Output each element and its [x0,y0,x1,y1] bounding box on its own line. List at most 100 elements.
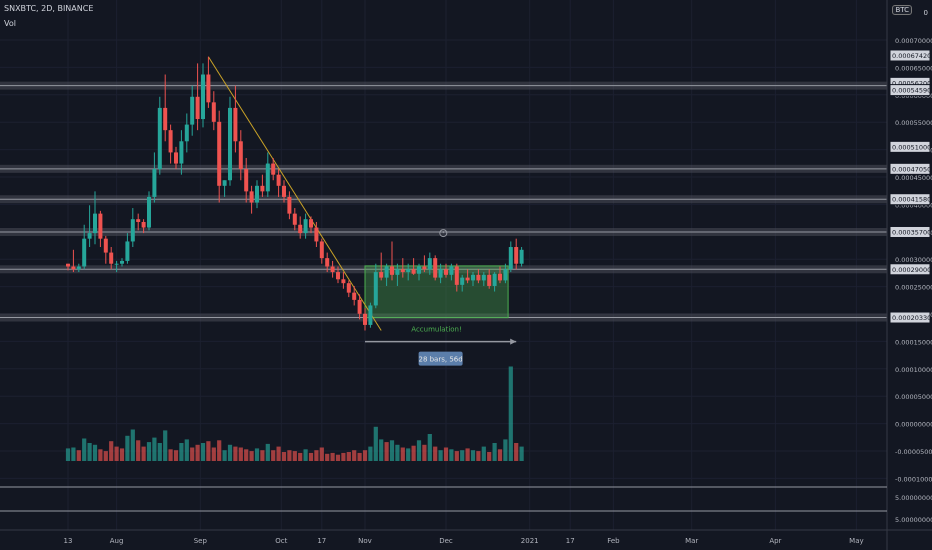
volume-bar [346,452,351,461]
candle-body [449,266,454,275]
currency-suffix: 0 [923,9,928,17]
volume-bar [217,440,222,461]
candle-body [503,269,508,281]
candle-body [103,238,108,253]
candle-body [179,141,184,164]
candles [66,56,524,331]
time-tick-label: Oct [275,537,287,545]
volume-bar [470,450,476,461]
candle-body [314,227,319,242]
range-arrow: 28 bars, 56d [365,338,517,366]
price-badge-label: 0.00047050 [892,165,931,173]
volume-bar [200,443,206,461]
price-badge [889,162,931,175]
candle-body [508,247,513,270]
volume-bar [406,448,411,461]
volume-bar [341,452,346,461]
volume-bar [238,447,243,461]
volume-bar [508,366,513,461]
volume-bar [373,426,378,461]
price-tick-label: 0.00055000 [895,119,932,127]
volume-bar [119,448,125,461]
volume-bar [76,450,81,461]
candle-body [406,269,411,273]
volume-bar [325,453,330,461]
currency-button[interactable]: BTC [892,5,912,15]
candle-body [336,272,340,280]
candle-body [460,277,465,285]
chart-title: SNXBTC, 2D, BINANCE [4,4,94,13]
candle-body [228,107,232,181]
volume-bar [146,442,152,461]
candle-body [93,213,97,234]
candle-body [120,260,124,264]
alarm-circle [439,229,448,238]
candle-body [422,266,427,270]
candle-body [87,233,92,239]
candle-body [481,274,486,281]
candle-body [201,74,205,120]
candle-body [519,249,524,264]
volume-bar [244,449,249,461]
volume-bar [384,442,389,461]
alarm-icon [439,229,448,238]
volume-bar [319,447,324,461]
volume-bar [314,450,319,461]
volume-bar [368,446,373,461]
volume-bar [222,450,227,461]
time-tick-label: Apr [769,537,781,545]
time-tick-label: Mar [685,537,698,545]
volume-bar [227,444,233,461]
candle-body [341,279,346,284]
price-badge [889,84,931,97]
accumulation-label: Accumulation! [411,326,462,334]
price-badge-label: 0.00067420 [892,52,931,60]
volume-bar [87,443,92,461]
candle-body [265,163,270,192]
volume-bar [497,449,503,461]
arrow-label: 28 bars, 56d [418,356,462,364]
volume-bar [422,444,427,461]
price-tick-label: 0.00045000 [895,174,932,182]
candle-body [498,273,502,281]
volume-bar [195,444,200,461]
volume-bar [82,438,87,461]
volume-bar [152,437,157,461]
price-tick-label: 0.00070000 [895,37,932,45]
price-badge-label: 0.00020330 [892,314,931,322]
volume-bar [125,435,130,461]
volume-bar [389,440,395,461]
price-badge [889,193,931,206]
volume-bar [335,454,341,461]
volume-bar [184,439,189,461]
volume-bars [65,366,524,461]
candle-body [379,272,384,278]
volume-bar [206,441,211,461]
candle-body [303,219,308,234]
volume-bar [449,449,454,461]
candle-body [66,263,70,267]
candle-body [471,274,475,281]
lower-tick-label: 5.00000000 [895,516,932,524]
candle-body [395,269,400,275]
price-badge-label: 0.00056200 [892,79,931,87]
candle-body [400,269,405,273]
candle-body [298,224,303,234]
volume-bar [503,439,508,461]
volume-bar [465,448,470,461]
volume-bar [163,430,168,461]
volume-bar [379,439,384,461]
candle-body [109,252,114,264]
volume-bar [433,446,438,461]
volume-bar [98,449,103,461]
price-tick-label: 0.00000000 [895,421,932,429]
volume-bar [362,450,368,461]
price-badge-label: 0.00041580 [892,196,931,204]
volume-bar [330,452,335,461]
volume-bar [103,451,108,461]
volume-bar [438,450,443,461]
candle-body [98,213,103,239]
candle-body [476,274,481,281]
candle-body [211,102,216,122]
